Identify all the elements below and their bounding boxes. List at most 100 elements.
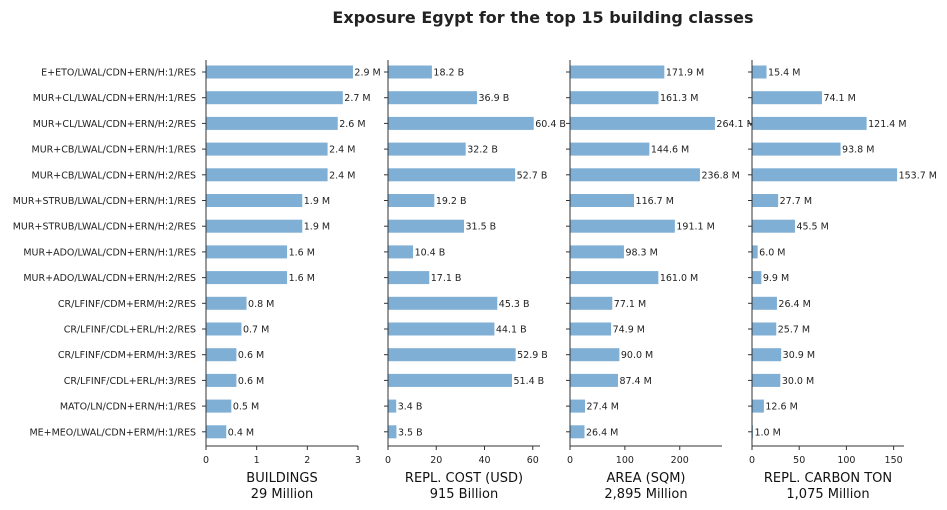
data-label: 45.3 B xyxy=(499,299,530,310)
data-label: 2.7 M xyxy=(344,93,370,104)
data-label: 27.7 M xyxy=(780,196,812,207)
bar xyxy=(570,296,613,310)
data-label: 31.5 B xyxy=(466,222,497,233)
bar xyxy=(570,271,659,285)
x-axis-total-label: 1,075 Million xyxy=(786,487,869,502)
bar xyxy=(206,245,288,259)
category-label: CR/LFINF/CDL+ERL/H:2/RES xyxy=(64,325,196,336)
data-label: 1.9 M xyxy=(304,196,330,207)
category-label: MUR+CB/LWAL/CDN+ERN/H:1/RES xyxy=(32,145,197,156)
bar xyxy=(752,322,777,336)
data-label: 2.4 M xyxy=(329,145,355,156)
x-tick-label: 0 xyxy=(203,455,209,466)
bar xyxy=(206,399,232,413)
data-label: 1.9 M xyxy=(304,222,330,233)
data-label: 236.8 M xyxy=(701,170,739,181)
data-label: 2.4 M xyxy=(329,170,355,181)
category-label: CR/LFINF/CDL+ERL/H:3/RES xyxy=(64,376,196,387)
bar xyxy=(570,373,618,387)
x-tick-label: 60 xyxy=(527,455,539,466)
category-label: MUR+CL/LWAL/CDN+ERN/H:2/RES xyxy=(33,119,196,130)
data-label: 0.5 M xyxy=(233,402,259,413)
category-label: MUR+CL/LWAL/CDN+ERN/H:1/RES xyxy=(33,93,196,104)
x-axis-label: AREA (SQM) xyxy=(606,471,685,486)
data-label: 87.4 M xyxy=(619,376,651,387)
x-tick-label: 1 xyxy=(254,455,260,466)
data-label: 161.0 M xyxy=(660,273,698,284)
data-label: 26.4 M xyxy=(778,299,810,310)
bar xyxy=(570,348,620,362)
bar xyxy=(388,271,430,285)
data-label: 93.8 M xyxy=(842,145,874,156)
bar xyxy=(570,116,715,130)
x-tick-label: 20 xyxy=(430,455,442,466)
bar xyxy=(752,91,822,105)
bar xyxy=(570,219,675,233)
bar xyxy=(388,142,466,156)
data-label: 2.9 M xyxy=(354,68,380,79)
bar xyxy=(206,65,353,79)
x-tick-label: 2 xyxy=(304,455,310,466)
bar xyxy=(752,373,781,387)
bar xyxy=(206,348,237,362)
bar xyxy=(388,194,435,207)
x-tick-label: 0 xyxy=(567,455,573,466)
data-label: 25.7 M xyxy=(778,325,810,336)
bar xyxy=(752,194,779,207)
data-label: 44.1 B xyxy=(496,325,527,336)
bar xyxy=(570,91,659,105)
data-label: 0.6 M xyxy=(238,350,264,361)
category-label: MATO/LN/CDN+ERN/H:1/RES xyxy=(60,402,196,413)
x-tick-label: 3 xyxy=(355,455,361,466)
x-tick-label: 50 xyxy=(793,455,805,466)
bar xyxy=(570,168,700,182)
bar xyxy=(570,142,650,156)
bar xyxy=(388,219,464,233)
bar xyxy=(206,194,303,207)
data-label: 3.5 B xyxy=(398,427,423,438)
x-tick-label: 0 xyxy=(385,455,391,466)
data-label: 0.7 M xyxy=(243,325,269,336)
bar xyxy=(752,245,758,259)
data-label: 3.4 B xyxy=(398,402,423,413)
data-label: 1.0 M xyxy=(754,427,780,438)
data-label: 90.0 M xyxy=(621,350,653,361)
bar xyxy=(752,65,767,79)
data-label: 51.4 B xyxy=(514,376,545,387)
bar xyxy=(570,194,635,207)
bar xyxy=(752,168,898,182)
x-axis-label: BUILDINGS xyxy=(246,471,317,486)
bar xyxy=(388,65,432,79)
bar xyxy=(388,399,397,413)
data-label: 6.0 M xyxy=(759,247,785,258)
bar xyxy=(752,116,867,130)
data-label: 60.4 B xyxy=(535,119,566,130)
data-label: 30.9 M xyxy=(783,350,815,361)
data-label: 19.2 B xyxy=(436,196,467,207)
bar xyxy=(570,399,586,413)
bar xyxy=(206,322,242,336)
bar xyxy=(206,271,288,285)
data-label: 153.7 M xyxy=(899,170,937,181)
data-label: 12.6 M xyxy=(765,402,797,413)
x-axis-total-label: 2,895 Million xyxy=(604,487,687,502)
bar xyxy=(570,65,665,79)
bar xyxy=(206,425,227,439)
category-label: MUR+ADO/LWAL/CDN+ERN/H:2/RES xyxy=(23,273,196,284)
data-label: 116.7 M xyxy=(636,196,674,207)
data-label: 121.4 M xyxy=(868,119,906,130)
bar xyxy=(206,219,303,233)
bar xyxy=(206,373,237,387)
category-label: MUR+STRUB/LWAL/CDN+ERN/H:2/RES xyxy=(13,222,196,233)
data-label: 17.1 B xyxy=(431,273,462,284)
bar xyxy=(206,168,328,182)
data-label: 18.2 B xyxy=(433,68,464,79)
bar xyxy=(752,348,782,362)
category-label: MUR+STRUB/LWAL/CDN+ERN/H:1/RES xyxy=(13,196,196,207)
x-axis-total-label: 29 Million xyxy=(251,487,314,502)
bar xyxy=(570,322,612,336)
data-label: 77.1 M xyxy=(614,299,646,310)
category-label: CR/LFINF/CDM+ERM/H:2/RES xyxy=(58,299,196,310)
bar xyxy=(570,245,624,259)
data-label: 191.1 M xyxy=(676,222,714,233)
